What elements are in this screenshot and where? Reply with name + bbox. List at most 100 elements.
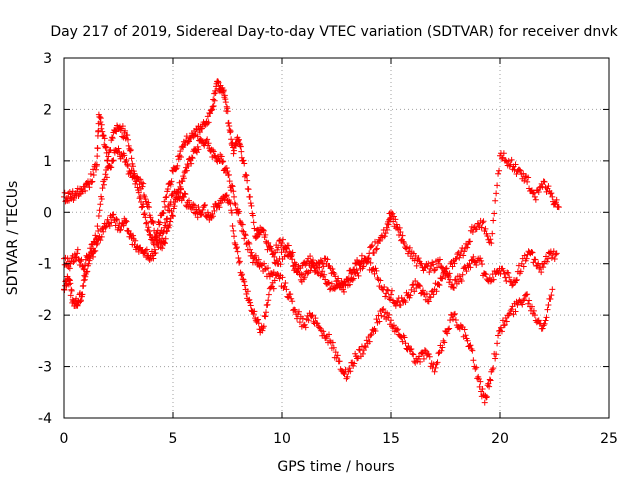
data-point-interp: [135, 187, 142, 194]
data-point-interp: [223, 192, 230, 199]
data-point-interp: [386, 294, 393, 301]
data-point-interp: [372, 246, 379, 253]
data-point-interp: [529, 190, 536, 197]
data-point-interp: [226, 178, 233, 185]
data-point-interp: [177, 148, 184, 155]
data-point-interp: [535, 189, 542, 196]
data-point-interp: [222, 99, 229, 106]
data-point-interp: [524, 178, 531, 185]
axis-ticks: 0 5 10 15 20 25 -4 -3 -2 -1 0 1 2 3: [38, 51, 618, 447]
data-point-interp: [439, 344, 446, 351]
data-point-interp: [466, 238, 473, 245]
data-point: [283, 286, 290, 293]
data-point-interp: [105, 220, 112, 227]
data-point-interp: [447, 317, 454, 324]
data-point-interp: [175, 153, 182, 160]
data-point: [531, 312, 538, 319]
data-point-interp: [392, 302, 399, 309]
data-point-interp: [265, 239, 272, 246]
data-point-interp: [487, 377, 494, 384]
data-point-interp: [400, 238, 407, 245]
data-point-interp: [247, 246, 254, 253]
data-point-interp: [483, 393, 490, 400]
data-point-interp: [397, 333, 404, 340]
data-point-interp: [65, 263, 72, 270]
data-point-interp: [285, 294, 292, 301]
data-point-interp: [270, 269, 277, 276]
data-point-interp: [242, 232, 249, 239]
data-point-interp: [456, 254, 463, 261]
data-point-interp: [80, 282, 87, 289]
data-point: [265, 291, 272, 298]
data-point-interp: [124, 163, 131, 170]
data-point: [283, 245, 290, 252]
data-point-interp: [420, 267, 427, 274]
series-3: [61, 186, 556, 406]
data-point-interp: [451, 310, 458, 317]
data-point-interp: [263, 309, 270, 316]
data-point-interp: [88, 179, 95, 186]
data-point-interp: [520, 170, 527, 177]
data-point-interp: [279, 274, 286, 281]
data-point-interp: [313, 259, 320, 266]
data-point-interp: [461, 326, 468, 333]
data-point-interp: [265, 297, 272, 304]
data-point-interp: [211, 207, 218, 214]
data-point-interp: [240, 157, 247, 164]
data-point-interp: [450, 284, 457, 291]
data-point-interp: [262, 313, 269, 320]
data-point-interp: [241, 235, 248, 242]
data-point-interp: [201, 202, 208, 209]
data-point-interp: [145, 224, 152, 231]
data-point-interp: [376, 318, 383, 325]
y-tick-label: 1: [43, 154, 52, 170]
data-point-interp: [415, 255, 422, 262]
data-point-interp: [464, 337, 471, 344]
data-point-interp: [482, 271, 489, 278]
data-point-interp: [170, 198, 177, 205]
x-tick-label: 10: [273, 431, 291, 447]
data-point-interp: [377, 277, 384, 284]
data-point: [488, 240, 495, 247]
data-point-interp: [162, 203, 169, 210]
data-point: [536, 265, 543, 272]
data-point-interp: [238, 272, 245, 279]
data-point-interp: [468, 257, 475, 264]
data-point-interp: [426, 269, 433, 276]
data-point-interp: [244, 177, 251, 184]
data-point-interp: [346, 365, 353, 372]
data-point-interp: [314, 320, 321, 327]
data-point-interp: [67, 280, 74, 287]
x-tick-label: 0: [60, 431, 69, 447]
data-point-interp: [294, 315, 301, 322]
data-point-interp: [103, 223, 110, 230]
data-point-interp: [142, 247, 149, 254]
data-point-interp: [403, 245, 410, 252]
data-point-interp: [220, 158, 227, 165]
data-point-interp: [316, 264, 323, 271]
data-point-interp: [101, 135, 108, 142]
data-point-interp: [447, 276, 454, 283]
data-point-interp: [467, 264, 474, 271]
data-point-interp: [246, 240, 253, 247]
data-point-interp: [341, 371, 348, 378]
data-point-interp: [279, 236, 286, 243]
data-point-interp: [417, 358, 424, 365]
data-point: [279, 240, 285, 247]
data-point-interp: [210, 96, 217, 103]
data-point-interp: [247, 200, 254, 207]
data-point-interp: [219, 159, 226, 166]
data-point-interp: [535, 317, 542, 324]
data-point-interp: [450, 311, 457, 318]
data-point-interp: [124, 161, 131, 168]
data-point-interp: [223, 165, 230, 172]
data-point-interp: [341, 288, 348, 295]
data-point-interp: [248, 202, 255, 209]
data-point-interp: [109, 135, 116, 142]
data-point-interp: [542, 317, 549, 324]
data-point-interp: [302, 324, 309, 331]
data-point-interp: [205, 119, 212, 126]
data-point-interp: [211, 90, 218, 97]
data-point-interp: [490, 276, 497, 283]
data-point-interp: [177, 186, 184, 193]
